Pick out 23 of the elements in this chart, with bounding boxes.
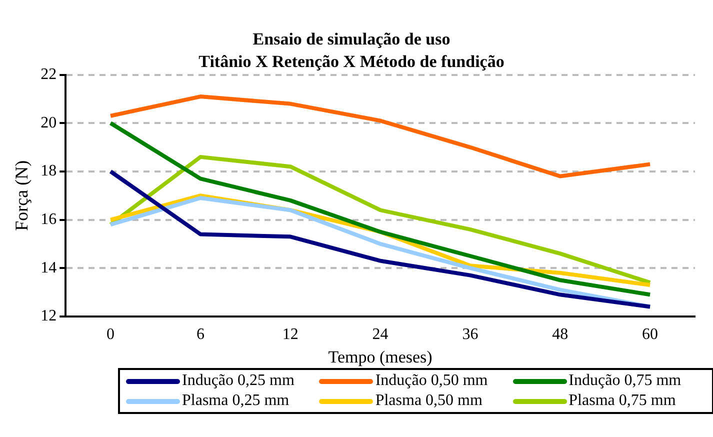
y-tick-label: 16 [40,210,57,228]
x-axis-title: Tempo (meses) [328,347,432,366]
y-tick-label: 20 [40,114,57,132]
y-tick-label: 14 [40,259,57,276]
legend-label: Plasma 0,75 mm [568,392,676,410]
chart-title: Ensaio de simulação de uso [252,30,450,49]
y-tick-label: 18 [40,162,57,180]
x-tick-label: 60 [642,326,658,344]
x-tick-label: 12 [282,326,298,344]
x-tick-label: 6 [196,326,204,344]
legend-label: Plasma 0,50 mm [375,392,482,410]
x-tick-label: 48 [552,326,568,344]
y-axis-title: Força (N) [12,160,32,231]
legend-label: Plasma 0,25 mm [182,392,290,410]
x-tick-label: 0 [106,326,115,344]
legend-label: Indução 0,75 mm [568,372,682,390]
x-tick-label: 24 [372,326,388,344]
legend-label: Indução 0,25 mm [182,372,294,390]
chart-subtitle: Titânio X Retenção X Método de fundição [198,52,504,71]
y-tick-label: 12 [40,308,57,325]
y-tick-label: 22 [40,66,57,84]
legend-label: Indução 0,50 mm [375,372,488,390]
x-tick-label: 36 [462,326,478,344]
